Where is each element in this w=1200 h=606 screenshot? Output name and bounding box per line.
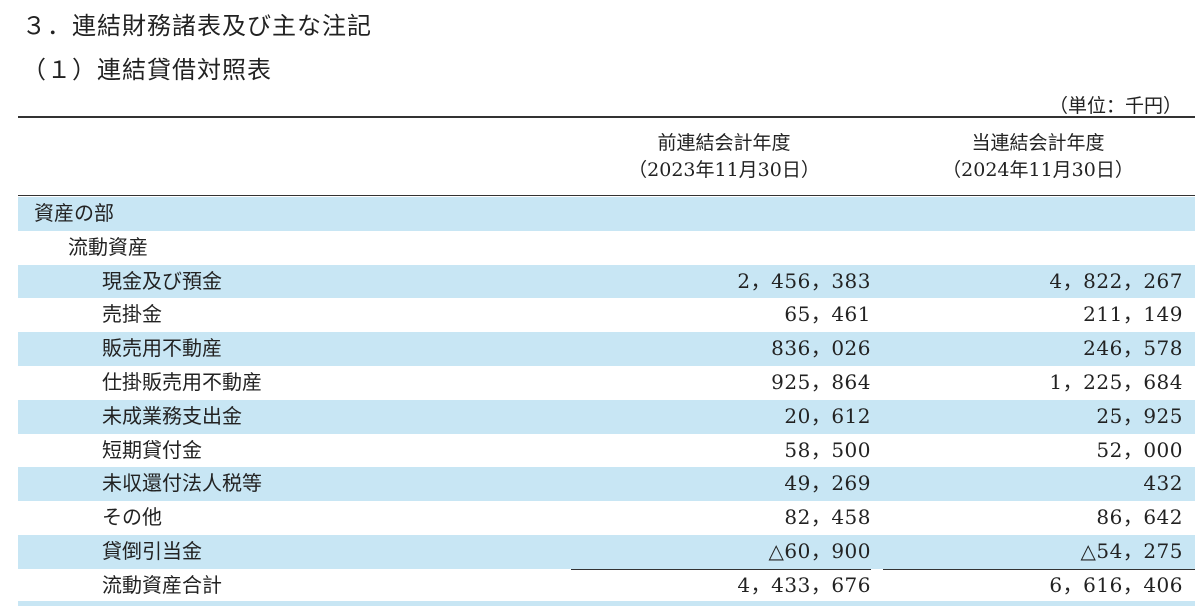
- current-year-value: 432: [1143, 471, 1183, 496]
- prior-year-value: 82，458: [784, 505, 871, 530]
- subtotal-rule: [571, 568, 871, 570]
- table-row: 売掛金 65，461 211，149: [18, 298, 1195, 332]
- current-year-value: 25，925: [1096, 403, 1183, 428]
- table-row-current-assets-header: 流動資産: [18, 231, 1195, 265]
- row-label: 未成業務支出金: [102, 403, 242, 428]
- row-label: 資産の部: [34, 201, 114, 225]
- row-label: 販売用不動産: [102, 336, 222, 361]
- table-row: 未成業務支出金 20，612 25，925: [18, 399, 1195, 434]
- current-year-value: 4，822，267: [1049, 268, 1183, 293]
- current-year-value: 211，149: [1083, 302, 1183, 327]
- section-heading: ３．連結財務諸表及び主な注記: [22, 12, 372, 40]
- prior-year-value: 20，612: [784, 403, 871, 428]
- table-row: その他 82，458 86，642: [18, 501, 1195, 535]
- row-label: 未収還付法人税等: [102, 471, 262, 496]
- subtotal-rule: [883, 568, 1195, 570]
- header-bottom-rule: [18, 195, 1195, 196]
- prior-year-value: 836，026: [771, 336, 871, 361]
- unit-label: （単位：千円）: [1048, 95, 1182, 117]
- row-label: 現金及び預金: [102, 268, 222, 293]
- prior-year-value: 4，433，676: [737, 572, 871, 597]
- column-header-prior-year: 前連結会計年度 （2023年11月30日）: [574, 130, 874, 184]
- current-year-value: 6，616，406: [1049, 572, 1183, 597]
- row-label: 売掛金: [102, 302, 162, 327]
- prior-year-value: 58，500: [784, 437, 871, 462]
- current-year-value: △54，275: [1080, 538, 1183, 563]
- column-date-prior-year: （2023年11月30日）: [628, 159, 820, 181]
- current-year-value: 1，225，684: [1049, 369, 1183, 394]
- column-title-prior-year: 前連結会計年度: [657, 132, 791, 154]
- current-year-value: 52，000: [1096, 437, 1183, 462]
- prior-year-value: 49，269: [784, 471, 871, 496]
- table-row: 現金及び預金 2，456，383 4，822，267: [18, 264, 1195, 299]
- table-row: 短期貸付金 58，500 52，000: [18, 434, 1195, 468]
- prior-year-value: 925，864: [771, 369, 871, 394]
- column-header-current-year: 当連結会計年度 （2024年11月30日）: [888, 130, 1188, 184]
- table-row: 仕掛販売用不動産 925，864 1，225，684: [18, 366, 1195, 400]
- row-label: 貸倒引当金: [102, 538, 202, 563]
- prior-year-value: 2，456，383: [737, 268, 871, 293]
- table-row-assets-section: 資産の部: [18, 197, 1195, 231]
- current-year-value: 246，578: [1083, 336, 1183, 361]
- row-label: 流動資産合計: [102, 572, 222, 597]
- next-row-stripe: [18, 601, 1195, 606]
- table-row: 未収還付法人税等 49，269 432: [18, 467, 1195, 502]
- column-date-current-year: （2024年11月30日）: [942, 159, 1134, 181]
- table-top-rule: [18, 116, 1195, 118]
- row-label: 仕掛販売用不動産: [102, 369, 262, 394]
- balance-sheet-table: 資産の部 流動資産 現金及び預金 2，456，383 4，822，267 売掛金…: [18, 197, 1195, 603]
- table-row-total: 流動資産合計 4，433，676 6，616，406: [18, 568, 1195, 603]
- table-row: 販売用不動産 836，026 246，578: [18, 332, 1195, 366]
- row-label: 短期貸付金: [102, 437, 202, 462]
- row-label: その他: [102, 505, 162, 530]
- table-row: 貸倒引当金 △60，900 △54，275: [18, 534, 1195, 569]
- prior-year-value: 65，461: [784, 302, 871, 327]
- prior-year-value: △60，900: [768, 538, 871, 563]
- column-title-current-year: 当連結会計年度: [971, 132, 1105, 154]
- current-year-value: 86，642: [1096, 505, 1183, 530]
- table-title: （１）連結貸借対照表: [22, 56, 272, 84]
- row-label: 流動資産: [68, 234, 148, 259]
